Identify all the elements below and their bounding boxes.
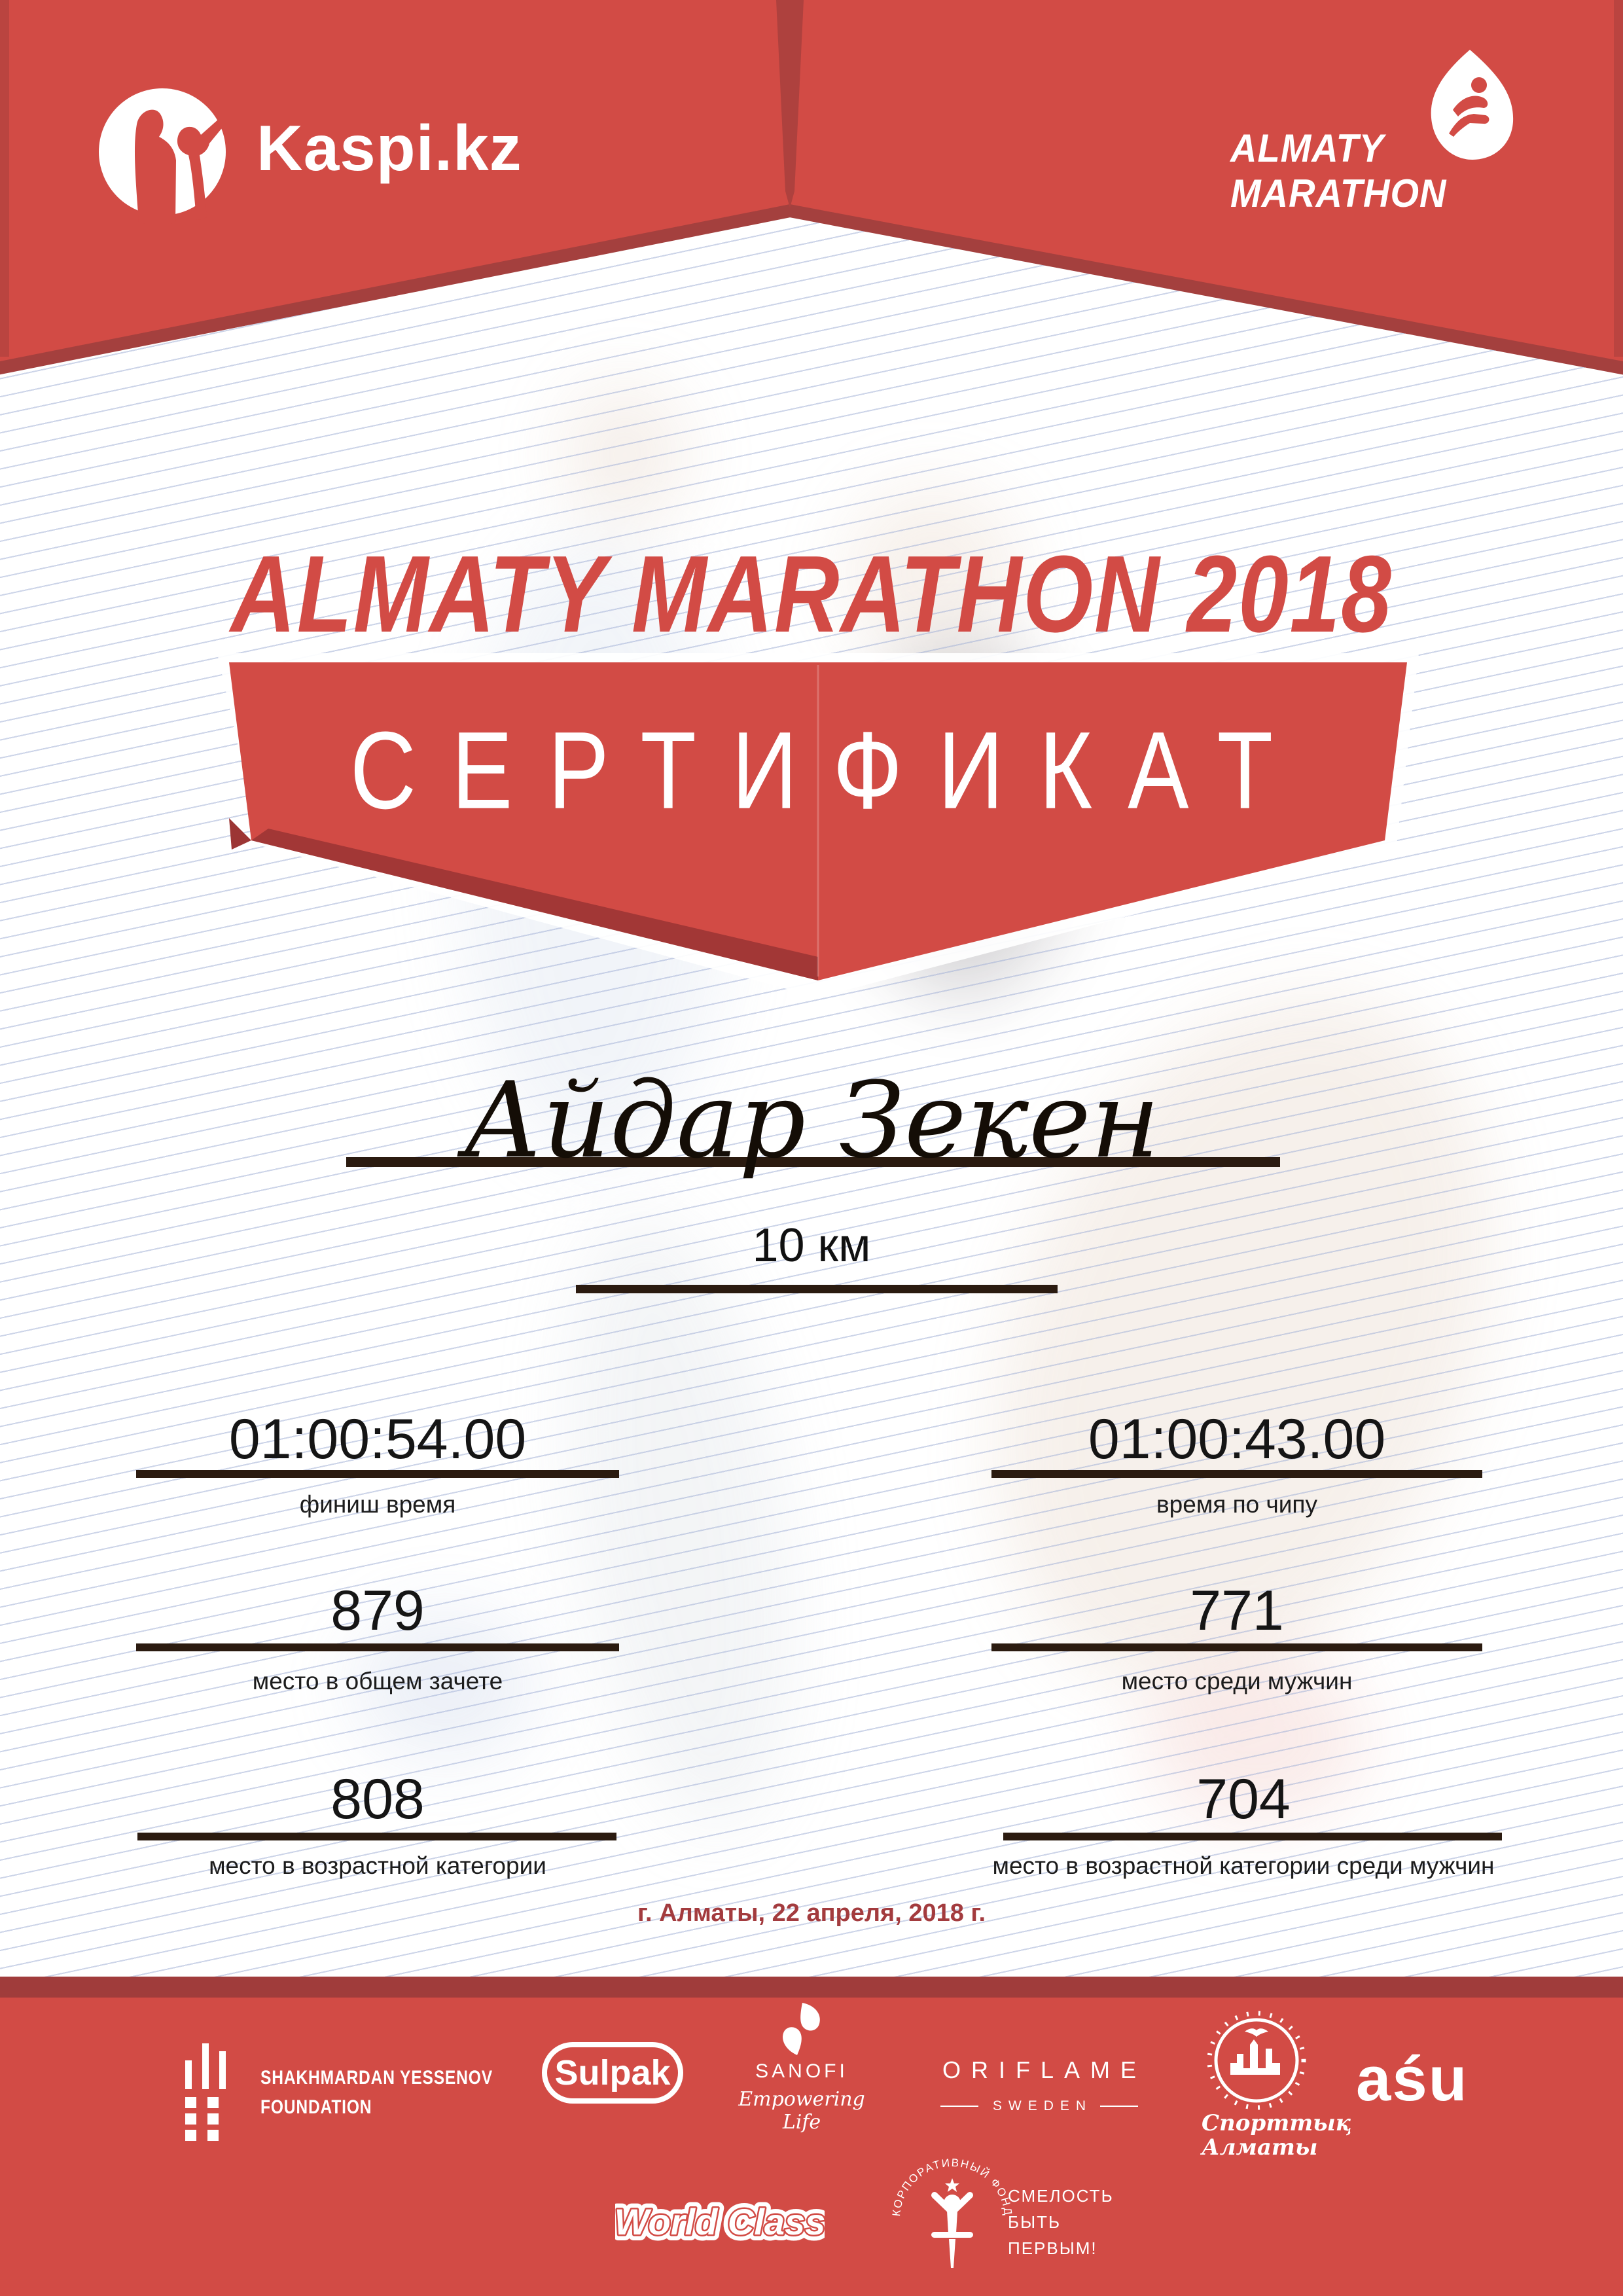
yessenov-foundation-logo: SHAKHMARDAN YESSENOV FOUNDATION <box>260 2063 493 2122</box>
fund-slogan-line2: БЫТЬ <box>1008 2212 1061 2232</box>
distance-value: 10 км <box>752 1219 871 1272</box>
age-gender-place-underline <box>1003 1833 1502 1840</box>
age-gender-place-value: 704 <box>1196 1768 1291 1831</box>
yessenov-foundation-icon <box>185 2043 226 2141</box>
certificate-label: СЕРТИФИКАТ <box>349 708 1309 832</box>
header-ribbon-edge <box>0 201 1623 375</box>
almaty-marathon-logo-text: ALMATY MARATHON <box>1230 126 1446 216</box>
age-place-value: 808 <box>330 1768 425 1831</box>
header-ribbon-panels <box>0 0 1623 361</box>
almaty-marathon-logo-icon <box>1431 50 1514 160</box>
sulpak-logo-text: Sulpak <box>554 2053 671 2092</box>
name-underline <box>346 1157 1280 1167</box>
header-left-fold <box>0 0 9 357</box>
footer-stripe <box>0 1977 1623 1998</box>
sanofi-logo: SANOFI Empowering Life <box>726 2001 877 2134</box>
event-title: ALMATY MARATHON 2018 <box>230 533 1393 655</box>
finish-time-value: 01:00:54.00 <box>228 1408 527 1471</box>
kaspi-logo-text: Kaspi.kz <box>257 112 522 184</box>
asu-logo: aśu <box>1356 2044 1469 2114</box>
chip-time-label: время по чипу <box>1156 1491 1317 1518</box>
participant-name: Айдар Зекен <box>463 1059 1160 1181</box>
age-gender-place-label: место в возрастной категории среди мужчи… <box>992 1852 1495 1879</box>
brave-fund-logo: КОРПОРАТИВНЫЙ ФОНД СМЕЛОСТЬ БЫТЬ ПЕРВЫМ! <box>890 2157 1114 2268</box>
footer-band <box>0 1998 1623 2296</box>
oriflame-subtitle-row: SWEDEN <box>928 2098 1150 2114</box>
gender-place-value: 771 <box>1190 1579 1284 1642</box>
certificate-shield <box>217 653 1419 997</box>
sport-almaty-text: Спорттық Алматы <box>1202 2110 1351 2161</box>
oriflame-logo: ORIFLAME SWEDEN <box>928 2056 1150 2114</box>
overall-place-value: 879 <box>330 1579 425 1642</box>
sulpak-logo: Sulpak <box>542 2042 683 2104</box>
kaspi-logo-icon <box>99 88 226 224</box>
header-right-fold <box>1614 0 1623 357</box>
yessenov-line2: FOUNDATION <box>260 2096 372 2118</box>
header-ribbon-fold <box>776 0 804 208</box>
fund-runner-icon <box>931 2178 973 2268</box>
certificate-date: г. Алматы, 22 апреля, 2018 г. <box>637 1899 986 1927</box>
sport-almaty-icon <box>1207 2011 1306 2110</box>
overall-place-label: место в общем зачете <box>252 1668 503 1695</box>
fund-slogan: СМЕЛОСТЬ БЫТЬ ПЕРВЫМ! <box>1008 2186 1114 2258</box>
sanofi-icon <box>783 2003 820 2055</box>
chip-time-underline <box>991 1470 1482 1478</box>
oriflame-logo-text: ORIFLAME <box>942 2056 1147 2083</box>
finish-time-label: финиш время <box>299 1491 456 1518</box>
world-class-outline: World Class <box>615 2201 825 2242</box>
yessenov-line1: SHAKHMARDAN YESSENOV <box>260 2067 493 2089</box>
gender-place-label: место среди мужчин <box>1121 1668 1353 1695</box>
fund-slogan-line1: СМЕЛОСТЬ <box>1008 2186 1114 2206</box>
gender-place-underline <box>991 1643 1482 1651</box>
age-place-underline <box>137 1833 616 1840</box>
distance-underline <box>576 1285 1058 1293</box>
oriflame-dash-right <box>1100 2106 1139 2107</box>
header-ribbon <box>0 0 1623 375</box>
oriflame-subtitle: SWEDEN <box>992 2098 1093 2113</box>
shield-shadow-edge <box>251 829 818 980</box>
age-place-label: место в возрастной категории <box>209 1852 546 1879</box>
overall-place-underline <box>136 1643 619 1651</box>
sport-almaty-line1: Спорттық <box>1202 2110 1351 2136</box>
almaty-marathon-logo-line2: MARATHON <box>1230 170 1447 215</box>
world-class-text: World Class <box>615 2201 825 2242</box>
sport-almaty-line2: Алматы <box>1202 2134 1318 2161</box>
fund-slogan-line3: ПЕРВЫМ! <box>1008 2238 1097 2258</box>
chip-time-value: 01:00:43.00 <box>1088 1408 1386 1471</box>
finish-time-underline <box>136 1470 619 1478</box>
almaty-marathon-logo-line1: ALMATY <box>1230 126 1385 171</box>
sanofi-logo-text: SANOFI <box>755 2060 848 2082</box>
world-class-logo: World Class World Class <box>615 2195 825 2248</box>
sanofi-tagline: Empowering Life <box>738 2088 865 2134</box>
oriflame-dash-left <box>940 2106 978 2107</box>
shield-shadow-corner <box>229 818 251 850</box>
